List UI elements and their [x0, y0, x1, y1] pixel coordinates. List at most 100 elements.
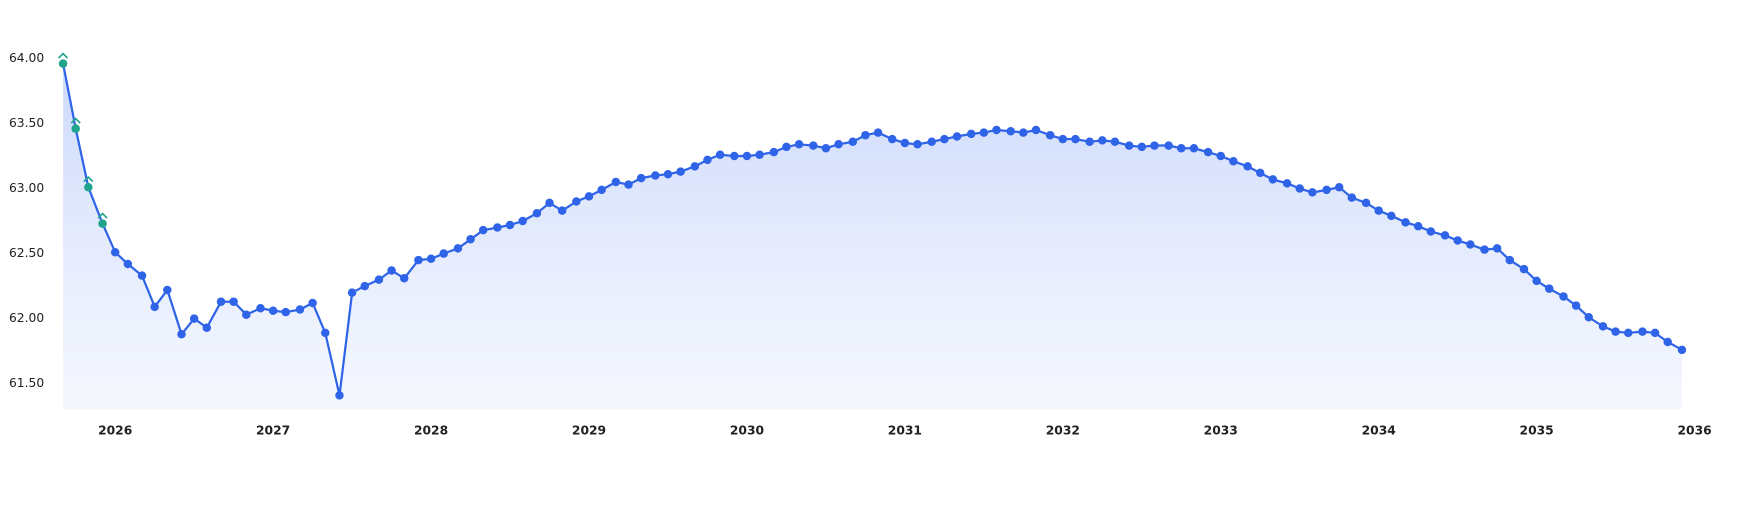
x-tick-label: 2031: [888, 423, 922, 437]
point: [1492, 244, 1502, 253]
point: [399, 274, 409, 283]
point: [1243, 162, 1252, 171]
point-caret: [70, 117, 81, 124]
point: [1611, 327, 1620, 336]
point: [1623, 328, 1633, 338]
point: [809, 141, 818, 150]
point: [900, 138, 910, 148]
point: [453, 244, 463, 253]
point: [1401, 218, 1410, 227]
point: [493, 223, 502, 232]
point: [834, 140, 843, 149]
y-tick-label: 62.00: [9, 311, 44, 325]
point: [651, 171, 660, 180]
point: [584, 192, 594, 201]
point: [992, 125, 1001, 135]
point: [505, 220, 515, 230]
point: [281, 307, 291, 317]
point: [1559, 292, 1568, 301]
point: [1203, 147, 1213, 157]
point: [755, 150, 764, 159]
point: [690, 162, 700, 171]
point: [1598, 322, 1608, 331]
point: [1268, 175, 1278, 184]
point: [202, 323, 212, 332]
point: [557, 206, 567, 215]
point: [1638, 327, 1647, 336]
point: [715, 150, 725, 159]
x-tick-label: 2032: [1046, 423, 1080, 437]
point: [58, 59, 68, 68]
point: [597, 185, 606, 195]
y-tick-label: 63.00: [9, 181, 44, 195]
point: [360, 281, 369, 291]
point: [1322, 185, 1331, 195]
point: [123, 259, 133, 269]
point: [611, 177, 621, 187]
point: [295, 305, 305, 314]
point-caret: [83, 175, 94, 183]
point: [1189, 143, 1199, 153]
point: [229, 297, 238, 306]
point: [320, 328, 330, 338]
point: [624, 180, 633, 189]
point: [1532, 276, 1541, 286]
point: [1006, 127, 1015, 136]
x-tick-label: 2036: [1677, 423, 1711, 437]
point: [1282, 179, 1292, 188]
point: [1650, 328, 1660, 338]
y-tick-label: 64.00: [9, 51, 44, 65]
point: [137, 271, 147, 280]
point: [769, 147, 779, 157]
point: [1308, 188, 1317, 197]
y-tick-label: 61.50: [9, 376, 44, 390]
point: [1480, 245, 1489, 254]
point: [572, 197, 581, 206]
point: [927, 137, 936, 146]
point: [1177, 143, 1186, 153]
point: [873, 128, 883, 137]
point: [1334, 182, 1344, 192]
point: [663, 169, 673, 179]
point: [414, 255, 423, 265]
point: [1216, 151, 1226, 161]
point: [1387, 211, 1396, 221]
point: [518, 216, 527, 226]
point: [478, 225, 488, 235]
point: [216, 297, 226, 306]
point: [189, 314, 199, 323]
point: [1663, 337, 1672, 347]
point: [1124, 141, 1134, 150]
point: [676, 167, 685, 176]
y-tick-label: 63.50: [9, 116, 44, 130]
point: [532, 208, 542, 218]
area: [63, 63, 1682, 410]
point: [1374, 206, 1383, 215]
point: [1150, 141, 1159, 150]
point: [636, 173, 646, 183]
point: [1031, 125, 1041, 135]
point: [887, 134, 897, 144]
point: [1545, 284, 1554, 293]
point: [1229, 156, 1238, 166]
point: [177, 329, 186, 339]
point: [1413, 221, 1423, 231]
point: [1426, 227, 1436, 236]
point: [979, 128, 989, 137]
point: [268, 306, 278, 316]
point: [1085, 137, 1094, 146]
x-tick-label: 2034: [1362, 423, 1396, 437]
point: [426, 254, 436, 264]
point: [1295, 184, 1304, 193]
x-tick-label: 2027: [256, 423, 290, 437]
point: [794, 140, 804, 149]
point: [545, 198, 554, 208]
point: [1677, 345, 1687, 355]
point: [256, 303, 265, 313]
point: [1164, 141, 1173, 150]
point: [466, 235, 475, 244]
point: [913, 140, 922, 149]
point: [703, 155, 712, 165]
point: [98, 219, 107, 228]
